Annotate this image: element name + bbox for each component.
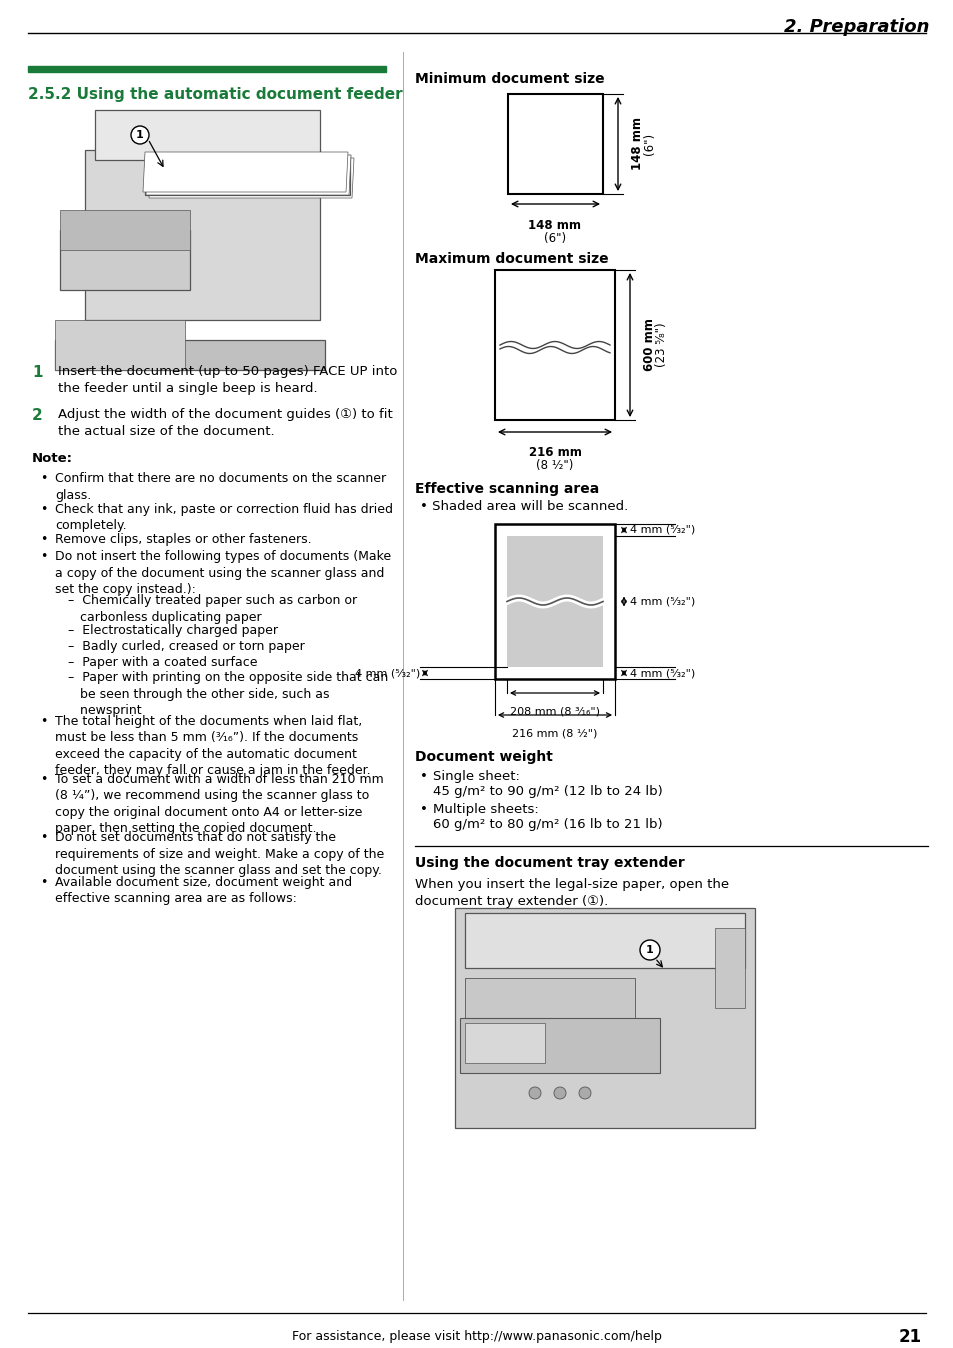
Text: Check that any ink, paste or correction fluid has dried
completely.: Check that any ink, paste or correction …: [55, 503, 393, 532]
Polygon shape: [146, 155, 351, 195]
Circle shape: [554, 1086, 565, 1099]
Text: 208 mm (8 ³⁄₁₆"): 208 mm (8 ³⁄₁₆"): [510, 706, 599, 716]
Text: –  Electrostatically charged paper: – Electrostatically charged paper: [68, 624, 277, 638]
Text: –  Paper with printing on the opposite side that can
   be seen through the othe: – Paper with printing on the opposite si…: [68, 671, 388, 717]
Text: •: •: [40, 550, 48, 563]
Circle shape: [529, 1086, 540, 1099]
Bar: [55, 340, 325, 369]
Text: •: •: [40, 772, 48, 786]
Bar: [714, 927, 744, 1008]
Text: Do not insert the following types of documents (Make
a copy of the document usin: Do not insert the following types of doc…: [55, 550, 391, 596]
Text: 4 mm (⁵⁄₃₂"): 4 mm (⁵⁄₃₂"): [355, 669, 420, 678]
Bar: [495, 270, 615, 421]
Text: Using the document tray extender: Using the document tray extender: [415, 856, 684, 869]
Text: 216 mm: 216 mm: [528, 446, 580, 460]
Text: •: •: [40, 876, 48, 888]
Text: 148 mm: 148 mm: [528, 218, 581, 232]
Text: 2.5.2 Using the automatic document feeder: 2.5.2 Using the automatic document feede…: [28, 88, 402, 102]
Text: •: •: [40, 503, 48, 515]
Text: –  Badly curled, creased or torn paper: – Badly curled, creased or torn paper: [68, 640, 304, 652]
Text: Maximum document size: Maximum document size: [415, 252, 608, 266]
Bar: [28, 66, 386, 71]
Text: Single sheet:: Single sheet:: [433, 770, 519, 783]
Text: 148 mm: 148 mm: [630, 117, 643, 170]
Text: (23 ⁵⁄₈"): (23 ⁵⁄₈"): [655, 322, 667, 367]
Text: 2: 2: [32, 408, 43, 423]
Text: Confirm that there are no documents on the scanner
glass.: Confirm that there are no documents on t…: [55, 472, 386, 501]
Text: For assistance, please visit http://www.panasonic.com/help: For assistance, please visit http://www.…: [292, 1330, 661, 1343]
Text: •: •: [419, 803, 428, 816]
Text: •: •: [40, 714, 48, 728]
Text: • Shaded area will be scanned.: • Shaded area will be scanned.: [419, 500, 628, 514]
Text: 600 mm: 600 mm: [642, 318, 656, 372]
Text: Remove clips, staples or other fasteners.: Remove clips, staples or other fasteners…: [55, 534, 312, 546]
Polygon shape: [464, 1023, 544, 1064]
Text: 60 g/m² to 80 g/m² (16 lb to 21 lb): 60 g/m² to 80 g/m² (16 lb to 21 lb): [433, 818, 662, 830]
Text: •: •: [40, 472, 48, 485]
Text: Effective scanning area: Effective scanning area: [415, 483, 598, 496]
Text: 1: 1: [136, 129, 144, 140]
Polygon shape: [149, 158, 354, 198]
Text: (6"): (6"): [543, 232, 565, 245]
Bar: [459, 1018, 659, 1073]
Text: 45 g/m² to 90 g/m² (12 lb to 24 lb): 45 g/m² to 90 g/m² (12 lb to 24 lb): [433, 785, 662, 798]
Text: To set a document with a width of less than 210 mm
(8 ¹⁄₄”), we recommend using : To set a document with a width of less t…: [55, 772, 383, 836]
Bar: [464, 979, 635, 1023]
Text: Available document size, document weight and
effective scanning area are as foll: Available document size, document weight…: [55, 876, 352, 905]
Text: Insert the document (up to 50 pages) FACE UP into
the feeder until a single beep: Insert the document (up to 50 pages) FAC…: [58, 365, 397, 395]
Text: –  Chemically treated paper such as carbon or
   carbonless duplicating paper: – Chemically treated paper such as carbo…: [68, 594, 356, 624]
Text: Document weight: Document weight: [415, 749, 553, 764]
Circle shape: [578, 1086, 590, 1099]
Text: –  Paper with a coated surface: – Paper with a coated surface: [68, 655, 257, 669]
Text: The total height of the documents when laid flat,
must be less than 5 mm (³⁄₁₆”): The total height of the documents when l…: [55, 714, 370, 778]
Bar: [60, 231, 190, 290]
Bar: [507, 94, 602, 194]
Text: 1: 1: [645, 945, 653, 954]
Bar: [464, 913, 744, 968]
Text: (6"): (6"): [642, 133, 656, 155]
Bar: [85, 150, 319, 319]
Circle shape: [639, 940, 659, 960]
Polygon shape: [143, 152, 348, 191]
Text: 21: 21: [898, 1328, 921, 1347]
Text: 2. Preparation: 2. Preparation: [783, 18, 929, 36]
Text: 4 mm (⁵⁄₃₂"): 4 mm (⁵⁄₃₂"): [629, 524, 695, 535]
Text: (8 ¹⁄₂"): (8 ¹⁄₂"): [536, 460, 573, 472]
Bar: [455, 909, 754, 1128]
Text: 1: 1: [32, 365, 43, 380]
Text: When you insert the legal-size paper, open the
document tray extender (①).: When you insert the legal-size paper, op…: [415, 878, 728, 909]
Text: Multiple sheets:: Multiple sheets:: [433, 803, 538, 816]
Text: 216 mm (8 ¹⁄₂"): 216 mm (8 ¹⁄₂"): [512, 728, 598, 737]
Text: 4 mm (⁵⁄₃₂"): 4 mm (⁵⁄₃₂"): [629, 597, 695, 607]
Bar: [506, 537, 602, 603]
Bar: [60, 210, 190, 249]
Text: Do not set documents that do not satisfy the
requirements of size and weight. Ma: Do not set documents that do not satisfy…: [55, 832, 384, 878]
Text: Adjust the width of the document guides (①) to fit
the actual size of the docume: Adjust the width of the document guides …: [58, 408, 393, 438]
Text: •: •: [40, 832, 48, 844]
Text: Minimum document size: Minimum document size: [415, 71, 604, 86]
Bar: [495, 524, 615, 679]
Bar: [95, 111, 319, 160]
Circle shape: [131, 125, 149, 144]
Text: •: •: [40, 534, 48, 546]
Text: •: •: [419, 770, 428, 783]
Polygon shape: [145, 155, 350, 195]
Polygon shape: [55, 319, 185, 369]
Bar: [506, 600, 602, 667]
Text: 4 mm (⁵⁄₃₂"): 4 mm (⁵⁄₃₂"): [629, 669, 695, 678]
Text: Note:: Note:: [32, 452, 73, 465]
